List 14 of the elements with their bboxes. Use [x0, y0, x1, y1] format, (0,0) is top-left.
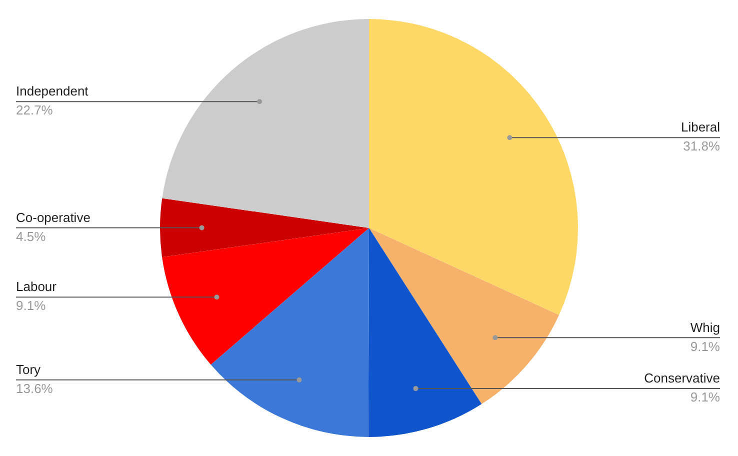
slice-label: Labour: [16, 279, 58, 294]
slice-label: Tory: [16, 362, 42, 377]
slice-label: Co-operative: [16, 210, 90, 225]
data-label: 9.1%: [16, 298, 46, 314]
data-label: 31.8%: [683, 138, 720, 154]
data-label: 9.1%: [690, 390, 720, 405]
slice-label: Liberal: [680, 120, 720, 135]
data-label: 4.5%: [16, 228, 46, 244]
slice-label: Whig: [690, 320, 720, 335]
slice-label: Independent: [16, 84, 89, 99]
slice-label: Conservative: [644, 370, 720, 386]
data-label: 22.7%: [16, 102, 54, 118]
data-label: 9.1%: [690, 338, 720, 354]
data-label: 13.6%: [16, 381, 54, 396]
